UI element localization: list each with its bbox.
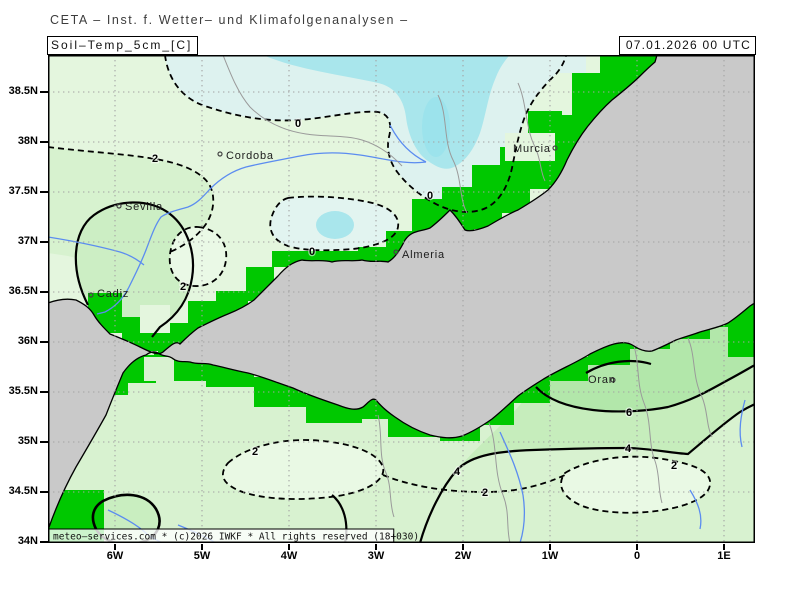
lat-label: 34N xyxy=(17,535,38,547)
contour-label-0: 0 xyxy=(309,246,315,258)
lon-label: 3W xyxy=(367,550,385,562)
lat-label: 35.5N xyxy=(8,385,38,397)
axis-tick xyxy=(462,544,464,550)
lat-label: 36.5N xyxy=(8,285,38,297)
lat-label: 34.5N xyxy=(8,485,38,497)
city-label-murcia: Murcia xyxy=(513,143,551,155)
axis-tick xyxy=(114,544,116,550)
city-label-cadiz: Cadiz xyxy=(97,288,129,300)
lat-label: 38N xyxy=(17,135,38,147)
contour-2-dashed-right xyxy=(560,455,711,514)
city-label-sevilla: Sevilla xyxy=(125,201,163,213)
lon-label: 2W xyxy=(454,550,472,562)
cell-notch xyxy=(144,357,174,381)
city-label-almeria: Almeria xyxy=(402,249,445,261)
grid-lines xyxy=(48,55,755,543)
axis-tick xyxy=(40,141,48,143)
city-label-cordoba: Cordoba xyxy=(226,150,274,162)
map-frame xyxy=(48,55,755,543)
city-marker-almeria xyxy=(393,249,399,255)
axis-tick xyxy=(40,91,48,93)
contour-0-dashed-loop xyxy=(269,195,400,252)
contour-label-6: 6 xyxy=(626,407,632,419)
lat-label: 38.5N xyxy=(8,85,38,97)
cities: Cordoba Murcia Sevilla Almeria Cadiz Ora… xyxy=(88,143,616,386)
axis-tick xyxy=(40,341,48,343)
contour-label-0: 0 xyxy=(295,118,301,130)
lat-label: 36N xyxy=(17,335,38,347)
cell-notch xyxy=(560,55,586,73)
datetime-box: 07.01.2026 00 UTC xyxy=(618,36,756,55)
watermark-text: meteo–services.com * (c)2026 IWKF * All … xyxy=(53,532,419,543)
lat-label: 37.5N xyxy=(8,185,38,197)
temperature-fill-minimum-left xyxy=(222,439,384,499)
city-marker-oran xyxy=(610,377,616,383)
city-label-oran: Oran xyxy=(588,374,616,386)
spain-coastline xyxy=(47,54,658,355)
contour-0-dashed xyxy=(164,55,567,213)
contour-label-4: 4 xyxy=(625,443,632,455)
temperature-fill-band-4-6 xyxy=(457,365,755,470)
axis-tick xyxy=(636,544,638,550)
city-marker-cordoba xyxy=(217,151,223,157)
axis-tick xyxy=(40,391,48,393)
africa-coastline xyxy=(47,302,756,531)
contour-label-4: 4 xyxy=(454,466,461,478)
page-title: CETA – Inst. f. Wetter– und Klimafolgena… xyxy=(50,13,409,27)
axis-tick xyxy=(723,544,725,550)
lon-label: 0 xyxy=(633,550,641,562)
city-marker-sevilla xyxy=(116,203,122,209)
admin-borders-spain xyxy=(222,55,546,214)
contours-africa xyxy=(91,359,755,543)
city-marker-cadiz xyxy=(88,292,94,298)
contour-label-0: 0 xyxy=(427,190,433,202)
watermark-bar: meteo–services.com * (c)2026 IWKF * All … xyxy=(48,528,419,543)
temperature-fill-small-cyan-blob xyxy=(316,211,354,239)
lat-label: 35N xyxy=(17,435,38,447)
contour-2-dashed-left xyxy=(222,439,385,500)
contour-6-solid xyxy=(535,364,755,413)
lon-label: 1E xyxy=(717,550,731,562)
map-canvas: 0 0 0 2 2 2 4 2 4 2 6 Cordoba Murcia Sev… xyxy=(47,54,756,543)
contour-2-dashed xyxy=(48,146,215,253)
contour-label-2: 2 xyxy=(671,460,677,472)
lon-label: 5W xyxy=(193,550,211,562)
axis-tick xyxy=(375,544,377,550)
axis-tick xyxy=(40,191,48,193)
axis-tick xyxy=(40,541,48,543)
temperature-fill-minimum-right xyxy=(561,456,711,513)
contour-8-segment xyxy=(585,359,652,374)
axis-tick xyxy=(549,544,551,550)
axis-tick xyxy=(201,544,203,550)
axis-tick xyxy=(40,441,48,443)
contour-2-dashed-loop xyxy=(168,226,228,287)
axis-tick xyxy=(288,544,290,550)
contour-label-2: 2 xyxy=(482,487,488,499)
contour-labels: 0 0 0 2 2 2 4 2 4 2 6 xyxy=(151,117,679,501)
lon-label: 6W xyxy=(106,550,124,562)
contour-label-2: 2 xyxy=(152,153,158,165)
axis-tick xyxy=(40,291,48,293)
cell-notch xyxy=(140,305,170,333)
lat-label: 37N xyxy=(17,235,38,247)
cell-notch xyxy=(128,383,184,423)
rivers-spain xyxy=(48,124,427,315)
admin-borders-africa xyxy=(377,337,713,543)
contour-label-2: 2 xyxy=(180,281,186,293)
contour-label-2: 2 xyxy=(252,446,258,458)
variable-title-box: Soil–Temp_5cm_[C] xyxy=(47,36,199,55)
axis-tick xyxy=(40,491,48,493)
lon-label: 4W xyxy=(280,550,298,562)
contour-4-solid xyxy=(418,403,755,543)
temperature-fill-band-6-plus xyxy=(536,303,755,412)
axis-tick xyxy=(40,241,48,243)
lon-label: 1W xyxy=(541,550,559,562)
city-marker-murcia xyxy=(552,145,558,151)
contour-2-dashed-connector xyxy=(382,474,566,493)
cell-notch xyxy=(505,133,555,161)
